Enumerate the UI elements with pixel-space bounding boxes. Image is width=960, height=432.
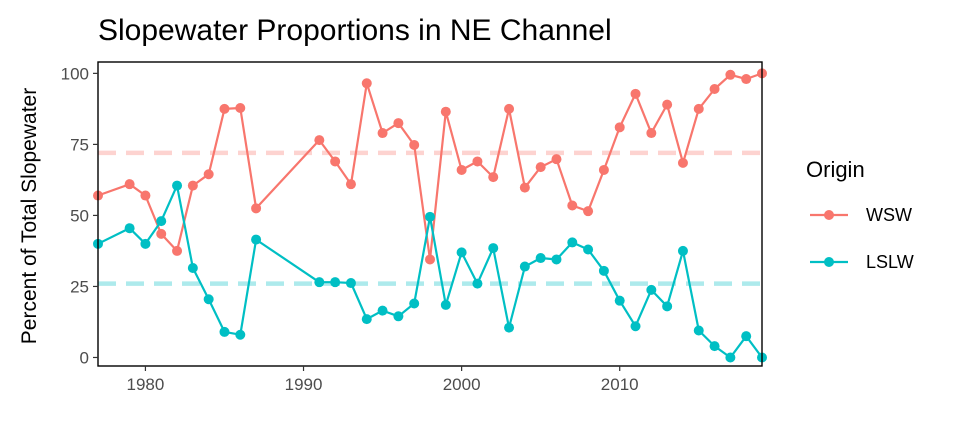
x-tick-label-2000: 2000 bbox=[443, 375, 481, 394]
x-tick-label-2010: 2010 bbox=[601, 375, 639, 394]
data-point-wsw-2001 bbox=[472, 156, 483, 167]
data-point-wsw-1986 bbox=[235, 103, 246, 114]
x-axis: 1980 1990 2000 2010 bbox=[127, 366, 639, 394]
data-point-lslw-1986 bbox=[235, 329, 246, 340]
data-point-lslw-1987 bbox=[251, 234, 262, 245]
data-point-wsw-1993 bbox=[345, 179, 356, 190]
data-point-wsw-2017 bbox=[725, 69, 736, 80]
chart-title: Slopewater Proportions in NE Channel bbox=[98, 14, 612, 47]
legend: Origin WSW LSLW bbox=[806, 157, 914, 272]
plot-border bbox=[97, 61, 763, 367]
y-tick-label-25: 25 bbox=[70, 277, 89, 296]
data-point-lslw-2003 bbox=[504, 322, 515, 333]
data-point-wsw-1985 bbox=[219, 103, 230, 114]
data-point-lslw-2002 bbox=[488, 243, 499, 254]
data-point-wsw-1983 bbox=[187, 180, 198, 191]
data-point-lslw-1980 bbox=[140, 238, 151, 249]
x-tick-label-1980: 1980 bbox=[127, 375, 165, 394]
plot-area bbox=[93, 61, 767, 367]
data-point-wsw-1998 bbox=[425, 254, 435, 265]
data-point-wsw-1997 bbox=[409, 139, 420, 150]
data-point-lslw-2007 bbox=[567, 237, 578, 248]
data-point-lslw-2010 bbox=[614, 295, 625, 306]
data-point-wsw-2010 bbox=[614, 122, 625, 133]
data-point-wsw-2002 bbox=[488, 172, 499, 183]
data-point-wsw-1987 bbox=[251, 203, 262, 214]
legend-label-lslw: LSLW bbox=[866, 252, 914, 272]
data-point-wsw-1992 bbox=[330, 156, 341, 167]
data-point-wsw-1979 bbox=[124, 179, 135, 190]
data-point-lslw-2008 bbox=[583, 244, 594, 255]
y-tick-label-50: 50 bbox=[70, 206, 89, 225]
data-point-wsw-1996 bbox=[393, 118, 404, 129]
data-point-wsw-2012 bbox=[646, 128, 657, 139]
data-point-lslw-1985 bbox=[219, 326, 230, 337]
series-line-lslw bbox=[97, 184, 763, 359]
series-line-wsw bbox=[97, 72, 763, 261]
y-axis-title-group: Percent of Total Slopewater bbox=[18, 88, 41, 344]
y-axis: 0 25 50 75 100 bbox=[61, 64, 98, 367]
data-point-lslw-1995 bbox=[377, 305, 388, 316]
data-point-wsw-2007 bbox=[567, 200, 578, 211]
legend-title: Origin bbox=[806, 157, 865, 182]
y-axis-title: Percent of Total Slopewater bbox=[18, 88, 41, 344]
data-point-lslw-2014 bbox=[677, 245, 688, 256]
data-point-lslw-1997 bbox=[409, 298, 420, 309]
data-point-wsw-1982 bbox=[172, 245, 183, 256]
data-point-wsw-1994 bbox=[361, 78, 372, 89]
legend-label-wsw: WSW bbox=[866, 205, 912, 225]
data-point-wsw-2006 bbox=[551, 154, 562, 165]
data-point-lslw-1984 bbox=[203, 294, 214, 305]
data-point-wsw-1981 bbox=[156, 228, 167, 239]
data-point-wsw-2015 bbox=[693, 103, 704, 114]
y-tick-label-0: 0 bbox=[80, 348, 89, 367]
legend-point-lslw bbox=[824, 257, 834, 267]
data-point-lslw-2012 bbox=[646, 284, 657, 295]
data-point-lslw-2005 bbox=[535, 253, 546, 264]
data-point-wsw-2000 bbox=[456, 164, 467, 175]
data-point-wsw-2013 bbox=[662, 99, 673, 110]
data-point-lslw-2017 bbox=[725, 352, 736, 363]
data-point-lslw-2006 bbox=[551, 254, 562, 265]
data-point-wsw-1984 bbox=[203, 169, 214, 180]
data-point-wsw-1980 bbox=[140, 190, 151, 201]
data-point-lslw-1991 bbox=[314, 277, 325, 288]
data-point-wsw-2008 bbox=[583, 206, 594, 217]
data-point-lslw-2013 bbox=[662, 301, 673, 312]
data-point-lslw-2015 bbox=[693, 325, 704, 336]
data-point-lslw-1992 bbox=[330, 277, 341, 288]
data-point-lslw-2016 bbox=[709, 341, 720, 352]
data-point-lslw-2011 bbox=[630, 321, 641, 332]
data-point-lslw-1999 bbox=[440, 299, 451, 310]
data-point-lslw-2001 bbox=[472, 278, 483, 289]
x-tick-label-1990: 1990 bbox=[285, 375, 323, 394]
data-point-wsw-2005 bbox=[535, 162, 546, 173]
legend-point-wsw bbox=[824, 210, 834, 220]
data-point-wsw-2016 bbox=[709, 83, 720, 94]
data-point-wsw-2011 bbox=[630, 88, 641, 99]
data-point-lslw-2004 bbox=[519, 261, 530, 272]
data-point-wsw-2004 bbox=[519, 182, 530, 193]
data-point-wsw-2018 bbox=[741, 74, 752, 85]
y-tick-label-100: 100 bbox=[61, 64, 89, 83]
data-point-wsw-1999 bbox=[440, 106, 451, 117]
data-point-wsw-2014 bbox=[677, 157, 688, 168]
data-point-wsw-1995 bbox=[377, 128, 388, 139]
y-tick-label-75: 75 bbox=[70, 135, 89, 154]
data-point-lslw-1993 bbox=[345, 278, 356, 289]
data-point-lslw-1983 bbox=[187, 262, 198, 273]
data-point-wsw-1991 bbox=[314, 135, 325, 146]
data-point-wsw-2009 bbox=[598, 164, 609, 175]
data-point-lslw-1998 bbox=[425, 211, 435, 222]
data-point-lslw-1994 bbox=[361, 314, 372, 325]
data-point-lslw-1981 bbox=[156, 216, 167, 227]
data-point-lslw-2000 bbox=[456, 247, 467, 258]
data-point-lslw-1982 bbox=[172, 180, 183, 191]
data-point-lslw-2018 bbox=[741, 331, 752, 342]
data-point-lslw-1996 bbox=[393, 311, 404, 322]
data-point-lslw-1979 bbox=[124, 223, 135, 234]
data-point-lslw-2009 bbox=[598, 265, 609, 276]
data-point-wsw-2003 bbox=[504, 103, 515, 114]
